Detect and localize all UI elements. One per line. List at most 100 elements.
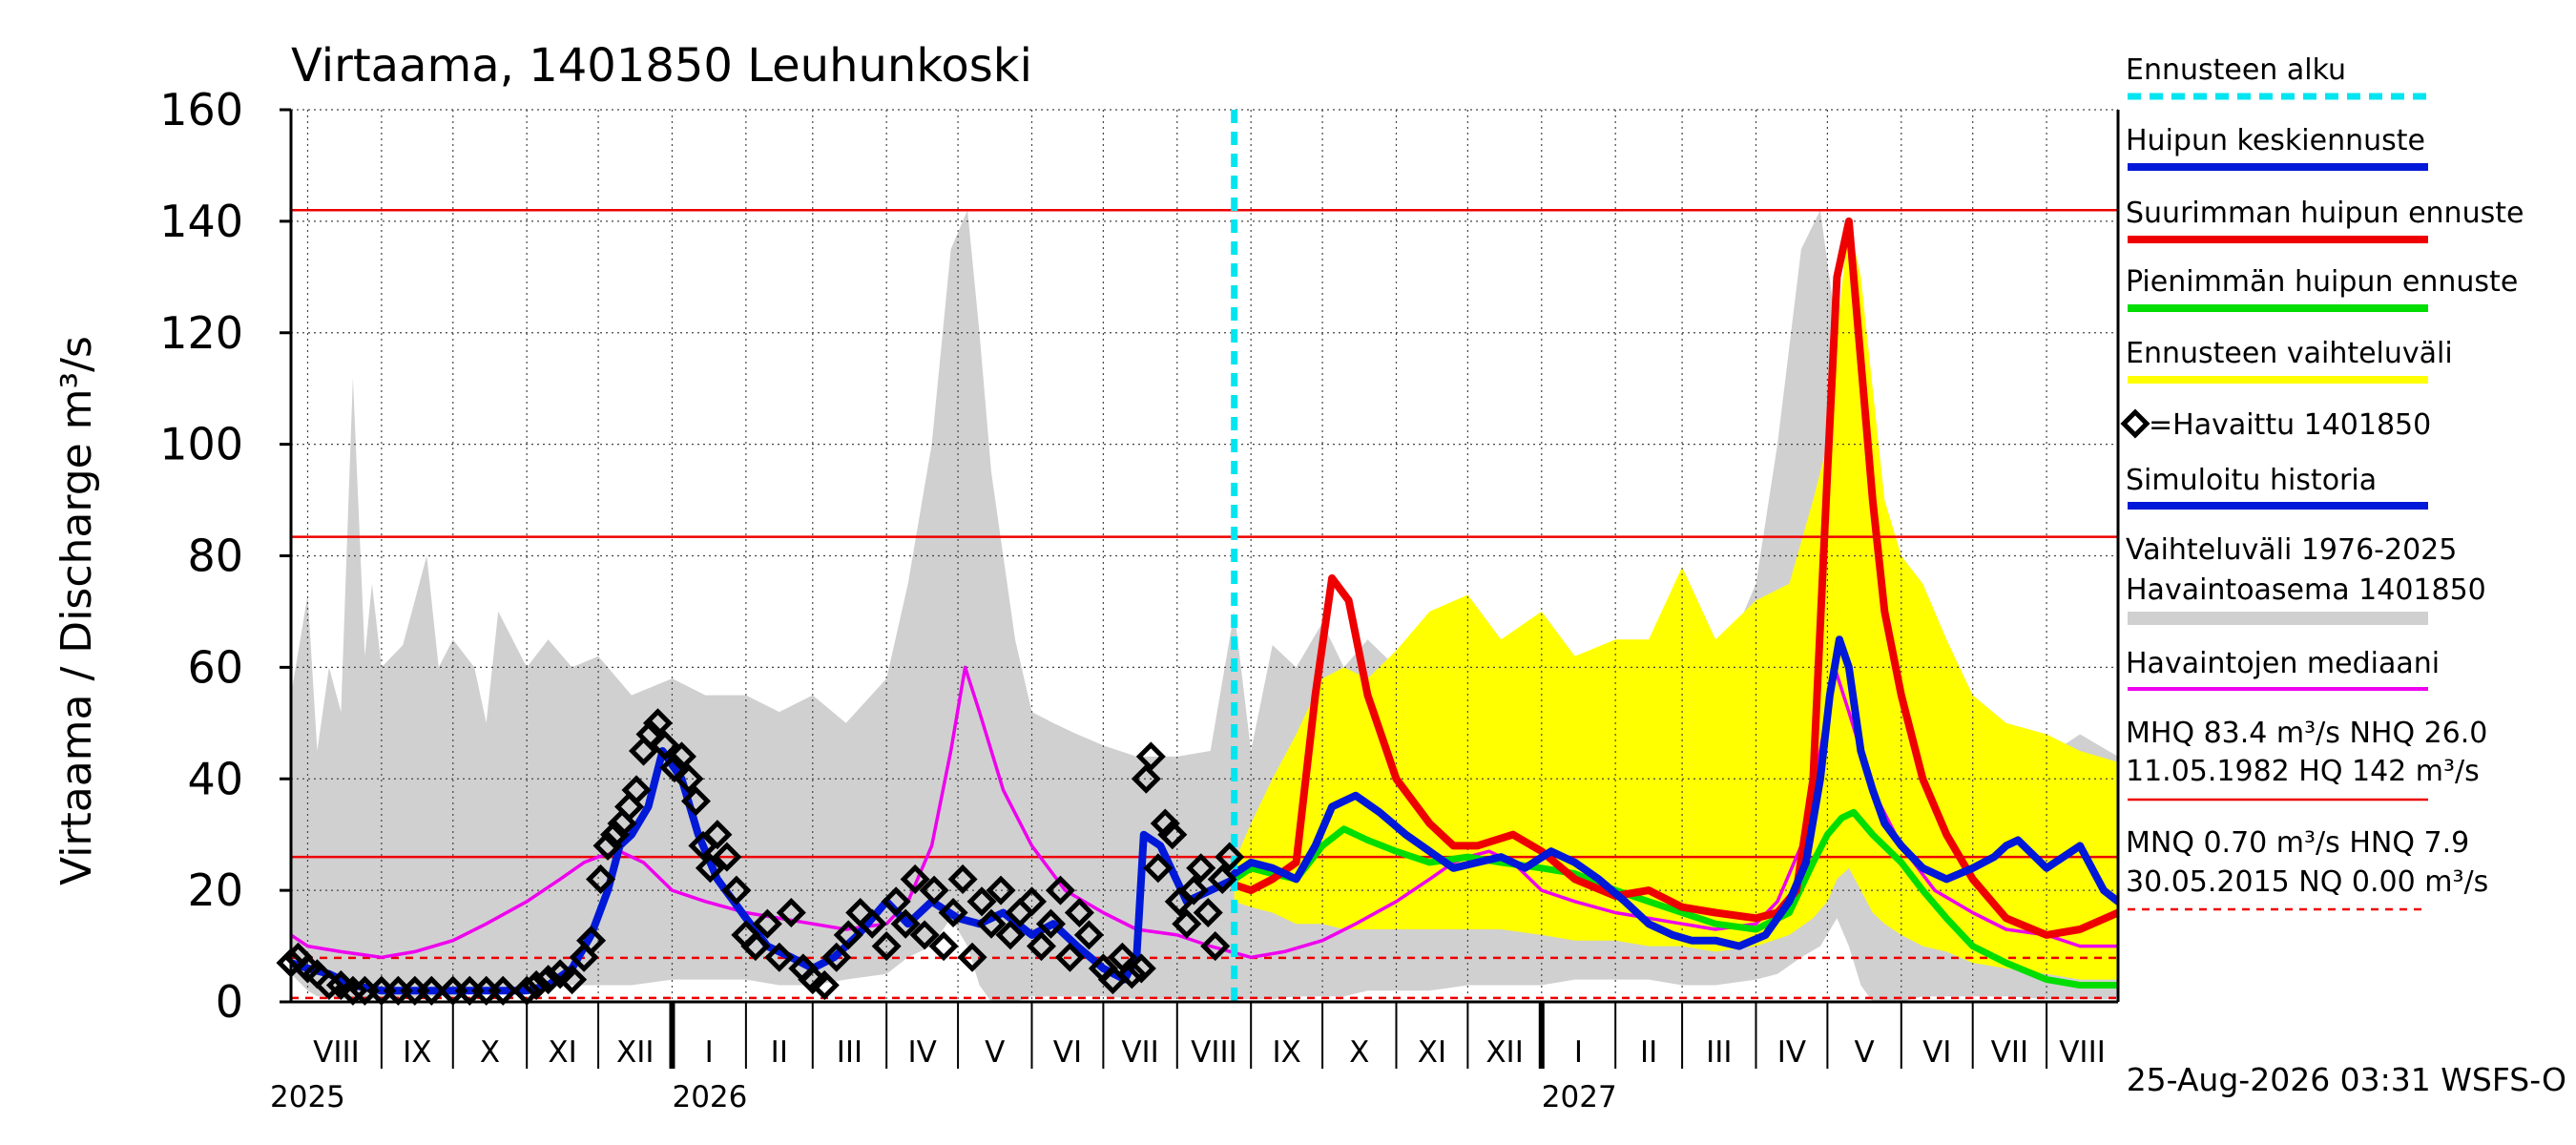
observed-point xyxy=(1193,897,1223,928)
month-label: I xyxy=(1574,1035,1583,1070)
observed-point xyxy=(1207,864,1237,894)
year-label: 2027 xyxy=(1542,1080,1617,1114)
legend-label: Simuloitu historia xyxy=(2126,464,2377,497)
month-label: VIII xyxy=(2059,1035,2106,1070)
month-label: X xyxy=(480,1035,500,1070)
series-min-peak xyxy=(1231,808,2118,989)
observed-point xyxy=(695,853,725,884)
observed-point xyxy=(1157,820,1188,850)
observed-point xyxy=(1054,942,1085,972)
month-label: IV xyxy=(907,1035,936,1070)
legend-observed-marker xyxy=(2120,408,2150,439)
legend-label: Havaintojen mediaani xyxy=(2126,647,2440,680)
legend-label: 11.05.1982 HQ 142 m³/s xyxy=(2126,755,2480,788)
observed-point xyxy=(1064,897,1094,928)
observed-point xyxy=(919,875,949,906)
legend-label: Ennusteen vaihteluväli xyxy=(2126,337,2453,370)
observed-point xyxy=(674,763,704,794)
observed-markers xyxy=(276,708,1245,1006)
observed-point xyxy=(821,942,852,972)
y-tick-label: 20 xyxy=(187,864,243,916)
observed-point xyxy=(947,864,978,894)
y-tick-label: 140 xyxy=(159,196,243,247)
observed-point xyxy=(900,864,930,894)
legend-label: Ennusteen alku xyxy=(2126,53,2346,87)
observed-point xyxy=(666,741,697,772)
legend-label: 30.05.2015 NQ 0.00 m³/s xyxy=(2126,865,2488,899)
observed-point xyxy=(1172,908,1202,939)
legend-label: MNQ 0.70 m³/s HNQ 7.9 xyxy=(2126,826,2469,860)
month-label: III xyxy=(1706,1035,1732,1070)
observed-point xyxy=(702,820,733,850)
observed-point xyxy=(995,920,1026,950)
chart-title: Virtaama, 1401850 Leuhunkoski xyxy=(291,39,1032,93)
observed-point xyxy=(680,786,711,817)
observed-point xyxy=(752,908,782,939)
observed-point xyxy=(586,864,616,894)
observed-point xyxy=(909,920,940,950)
observed-point xyxy=(1150,808,1180,839)
observed-point xyxy=(764,942,795,972)
month-label: VII xyxy=(1991,1035,2029,1070)
month-label: II xyxy=(1640,1035,1657,1070)
legend-label: Huipun keskiennuste xyxy=(2126,124,2425,157)
y-tick-label: 40 xyxy=(187,753,243,804)
month-label: III xyxy=(837,1035,862,1070)
observed-point xyxy=(1215,842,1245,872)
observed-point xyxy=(986,875,1016,906)
observed-point xyxy=(833,920,863,950)
month-label: II xyxy=(771,1035,788,1070)
y-axis-label: Virtaama / Discharge m³/s xyxy=(52,336,101,885)
observed-point xyxy=(1073,920,1104,950)
month-label: V xyxy=(1854,1035,1874,1070)
observed-point xyxy=(809,969,840,1001)
observed-point xyxy=(1116,959,1147,989)
y-tick-label: 0 xyxy=(216,976,243,1028)
series-max-peak xyxy=(1230,217,2118,939)
plot-area xyxy=(276,109,2118,1006)
month-label: IX xyxy=(1272,1035,1300,1070)
observed-point xyxy=(881,886,911,917)
observed-point xyxy=(650,730,680,760)
observed-point xyxy=(740,931,771,962)
month-label: X xyxy=(1349,1035,1369,1070)
observed-point xyxy=(642,708,674,739)
observed-point xyxy=(1026,931,1057,962)
month-label: XI xyxy=(1418,1035,1446,1070)
observed-point xyxy=(1178,875,1209,906)
legend: Ennusteen alku Huipun keskiennuste Suurimm… xyxy=(2120,53,2524,911)
month-label: XII xyxy=(1485,1035,1524,1070)
month-label: IV xyxy=(1777,1035,1806,1070)
year-label: 2026 xyxy=(672,1080,747,1114)
observed-point xyxy=(1126,953,1156,984)
year-label: 2025 xyxy=(270,1080,345,1114)
month-label: VII xyxy=(1121,1035,1159,1070)
legend-label: Vaihteluväli 1976-2025 xyxy=(2126,533,2457,567)
observed-point xyxy=(857,908,887,939)
month-label: IX xyxy=(403,1035,431,1070)
observed-point xyxy=(938,897,968,928)
observed-point xyxy=(521,969,551,1001)
month-label: VIII xyxy=(1191,1035,1237,1070)
observed-point xyxy=(776,897,806,928)
observed-point xyxy=(928,931,959,962)
observed-point xyxy=(1143,853,1174,884)
observed-point xyxy=(1200,931,1231,962)
observed-point xyxy=(712,842,742,872)
month-label: I xyxy=(705,1035,714,1070)
y-tick-label: 80 xyxy=(187,531,243,582)
observed-point xyxy=(533,965,564,995)
month-label: V xyxy=(985,1035,1005,1070)
observed-point xyxy=(600,820,631,850)
observed-point xyxy=(1035,908,1066,939)
legend-label: Pienimmän huipun ennuste xyxy=(2126,265,2518,299)
observed-point xyxy=(871,931,902,962)
observed-point xyxy=(592,830,623,861)
y-tick-label: 120 xyxy=(159,307,243,359)
observed-point xyxy=(1186,853,1216,884)
month-label: VI xyxy=(1922,1035,1951,1070)
legend-label: Havaintoasema 1401850 xyxy=(2126,573,2486,607)
observed-point xyxy=(1135,741,1166,772)
footer-timestamp: 25-Aug-2026 03:31 WSFS-O xyxy=(2127,1061,2566,1098)
